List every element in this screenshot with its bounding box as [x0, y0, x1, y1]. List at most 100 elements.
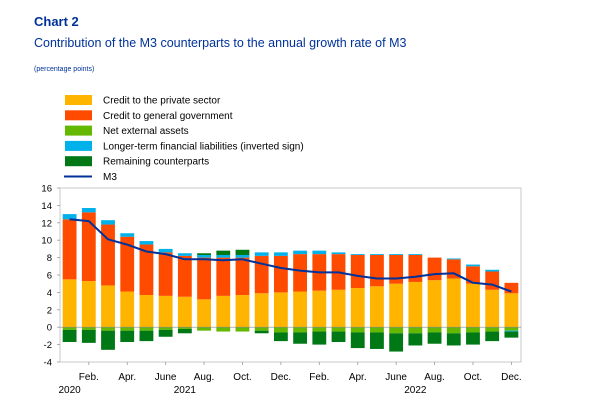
bar-segment — [216, 327, 231, 332]
bar-segment — [446, 278, 461, 328]
x-tick-label: Apr. — [118, 372, 136, 383]
bar-segment — [254, 255, 269, 294]
bar-segment — [389, 333, 404, 352]
bar-segment — [139, 241, 154, 245]
bar-segment — [62, 329, 77, 342]
bar-segment — [216, 295, 231, 328]
legend-swatch — [65, 110, 92, 121]
x-tick-label: Dec. — [271, 372, 292, 383]
bar-segment — [331, 289, 346, 328]
bar-segment — [177, 253, 192, 256]
bar-segment — [101, 220, 115, 225]
bar-segment — [101, 327, 115, 331]
bar-segment — [177, 327, 192, 329]
bar-segment — [485, 289, 500, 328]
bar-segment — [408, 333, 423, 346]
bar-segment — [273, 255, 288, 293]
bar-segment — [197, 257, 211, 300]
bar-segment — [254, 327, 269, 331]
bar-segment — [216, 250, 231, 255]
bar-segment — [408, 254, 423, 255]
bar-segment — [273, 332, 288, 342]
legend-swatch — [65, 125, 92, 136]
bar-segment — [120, 233, 135, 237]
bar-segment — [466, 332, 480, 345]
bar-segment — [446, 333, 461, 346]
bar-segment — [235, 254, 250, 258]
y-tick-label: 6 — [47, 271, 52, 282]
bar-segment — [139, 295, 154, 328]
bar-segment — [273, 327, 288, 333]
x-year-label: 2021 — [174, 385, 197, 396]
bar-segment — [312, 250, 327, 255]
bar-segment — [62, 327, 77, 330]
bar-segment — [62, 214, 77, 220]
bar-segment — [177, 328, 192, 334]
bar-segment — [293, 254, 308, 292]
bar-segment — [235, 327, 250, 332]
chart-title: Contribution of the M3 counterparts to t… — [34, 36, 407, 50]
bar-segment — [139, 327, 154, 331]
bar-segment — [504, 293, 519, 328]
bar-segment — [350, 288, 365, 328]
bar-segment — [293, 332, 308, 344]
bar-segment — [350, 327, 365, 333]
bar-segment — [62, 219, 77, 280]
x-tick-label: Oct. — [233, 372, 251, 383]
bar-segment — [350, 332, 365, 349]
bar-segment — [466, 266, 480, 284]
x-year-label: 2022 — [404, 385, 427, 396]
legend-label: M3 — [103, 172, 117, 183]
bar-segment — [235, 257, 250, 296]
bar-segment — [389, 254, 404, 284]
bar-segment — [120, 236, 135, 292]
bar-segment — [427, 257, 442, 281]
x-tick-label: Oct. — [464, 372, 482, 383]
y-tick-label: 0 — [47, 323, 52, 334]
bar-segment — [312, 331, 327, 345]
bar-segment — [427, 280, 442, 328]
bar-segment — [177, 296, 192, 328]
bar-segment — [370, 286, 384, 328]
bar-segment — [389, 327, 404, 334]
legend-label: Credit to the private sector — [103, 96, 221, 107]
bar-segment — [101, 285, 115, 328]
bar-segment — [389, 283, 404, 328]
legend-label: Credit to general government — [103, 111, 233, 122]
bar-segment — [197, 253, 211, 255]
x-tick-label: Aug. — [424, 372, 445, 383]
x-tick-label: Aug. — [194, 372, 215, 383]
bar-segment — [446, 327, 461, 334]
bar-segment — [389, 254, 404, 255]
bar-segment — [370, 332, 384, 349]
x-tick-label: Apr. — [349, 372, 367, 383]
bar-segment — [158, 252, 173, 296]
bar-segment — [197, 254, 211, 258]
legend-swatch — [65, 156, 92, 167]
x-year-label: 2020 — [58, 385, 81, 396]
x-tick-label: Feb. — [309, 372, 329, 383]
bar-segment — [235, 249, 250, 255]
legend-swatch — [65, 140, 92, 151]
bar-segment — [293, 291, 308, 328]
y-tick-label: -2 — [44, 340, 52, 351]
bar-segment — [504, 330, 519, 332]
bar-segment — [485, 269, 500, 272]
bar-segment — [350, 254, 365, 289]
bar-segment — [120, 291, 135, 328]
bar-segment — [101, 330, 115, 350]
bar-segment — [216, 257, 231, 296]
bar-segment — [485, 331, 500, 342]
bar-segment — [254, 330, 269, 334]
x-tick-label: June — [155, 372, 177, 383]
y-tick-label: -4 — [44, 358, 52, 369]
bar-segment — [427, 332, 442, 344]
bar-segment — [504, 282, 519, 294]
y-tick-label: 10 — [41, 236, 52, 247]
bar-segment — [62, 279, 77, 328]
x-tick-label: Dec. — [501, 372, 522, 383]
bar-segment — [331, 327, 346, 332]
bar-segment — [81, 327, 96, 330]
m3-line — [69, 218, 512, 293]
bar-segment — [331, 331, 346, 342]
